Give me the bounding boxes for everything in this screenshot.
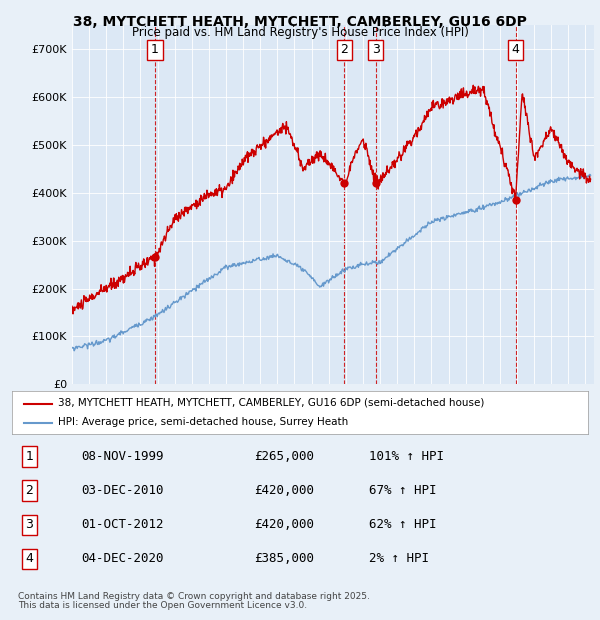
Text: £420,000: £420,000 bbox=[254, 484, 314, 497]
Text: 38, MYTCHETT HEATH, MYTCHETT, CAMBERLEY, GU16 6DP: 38, MYTCHETT HEATH, MYTCHETT, CAMBERLEY,… bbox=[73, 16, 527, 30]
Text: 67% ↑ HPI: 67% ↑ HPI bbox=[369, 484, 437, 497]
Text: 4: 4 bbox=[512, 43, 520, 56]
Text: Contains HM Land Registry data © Crown copyright and database right 2025.: Contains HM Land Registry data © Crown c… bbox=[18, 592, 370, 601]
Text: 3: 3 bbox=[25, 518, 33, 531]
Text: This data is licensed under the Open Government Licence v3.0.: This data is licensed under the Open Gov… bbox=[18, 601, 307, 611]
Text: Price paid vs. HM Land Registry's House Price Index (HPI): Price paid vs. HM Land Registry's House … bbox=[131, 26, 469, 39]
Text: 01-OCT-2012: 01-OCT-2012 bbox=[81, 518, 164, 531]
Text: 4: 4 bbox=[25, 552, 33, 565]
Text: 2: 2 bbox=[25, 484, 33, 497]
Text: 38, MYTCHETT HEATH, MYTCHETT, CAMBERLEY, GU16 6DP (semi-detached house): 38, MYTCHETT HEATH, MYTCHETT, CAMBERLEY,… bbox=[58, 398, 484, 408]
Text: 62% ↑ HPI: 62% ↑ HPI bbox=[369, 518, 437, 531]
Text: 2% ↑ HPI: 2% ↑ HPI bbox=[369, 552, 429, 565]
Text: 3: 3 bbox=[372, 43, 380, 56]
Text: 101% ↑ HPI: 101% ↑ HPI bbox=[369, 450, 444, 463]
Text: £265,000: £265,000 bbox=[254, 450, 314, 463]
Text: £385,000: £385,000 bbox=[254, 552, 314, 565]
Text: 2: 2 bbox=[341, 43, 349, 56]
Text: 1: 1 bbox=[151, 43, 159, 56]
Text: 03-DEC-2010: 03-DEC-2010 bbox=[81, 484, 164, 497]
Text: £420,000: £420,000 bbox=[254, 518, 314, 531]
Text: 04-DEC-2020: 04-DEC-2020 bbox=[81, 552, 164, 565]
Text: HPI: Average price, semi-detached house, Surrey Heath: HPI: Average price, semi-detached house,… bbox=[58, 417, 349, 427]
Text: 1: 1 bbox=[25, 450, 33, 463]
Text: 08-NOV-1999: 08-NOV-1999 bbox=[81, 450, 164, 463]
